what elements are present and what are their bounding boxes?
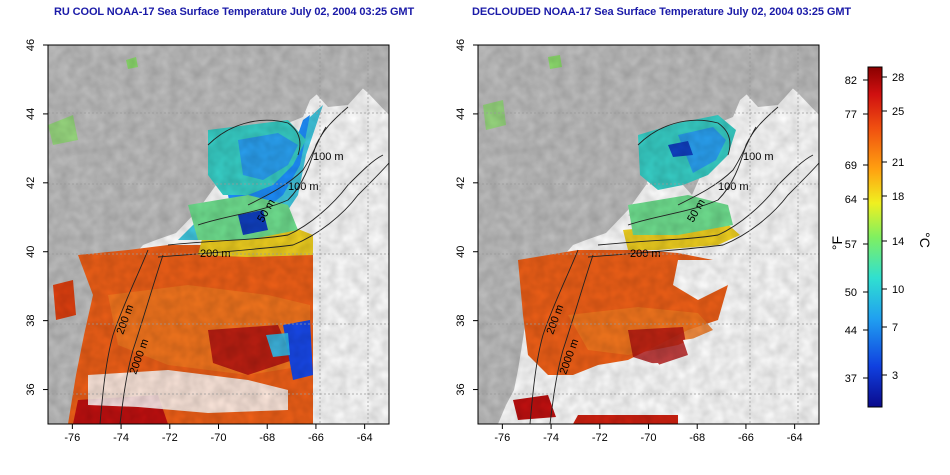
- right-lon-tick-label: -66: [738, 432, 754, 444]
- left-lat-tick-label: 38: [25, 315, 37, 327]
- right-lon-tick-label: -70: [641, 432, 657, 444]
- colorbar-f-tick-label: 50: [845, 287, 857, 299]
- right-lon-tick-label: -64: [787, 432, 803, 444]
- right-map-title: DECLOUDED NOAA-17 Sea Surface Temperatur…: [472, 6, 852, 18]
- right-lat-tick-label: 42: [455, 177, 467, 189]
- colorbar-f-tick-label: 37: [845, 373, 857, 385]
- right-lon-tick-label: -72: [592, 432, 608, 444]
- left-lat-tick-label: 42: [25, 177, 37, 189]
- right-lon-tick-label: -68: [689, 432, 705, 444]
- celsius-label: °C: [917, 232, 933, 248]
- left-axis-ticks: [43, 44, 366, 429]
- right-bathymetry-contours: [529, 106, 820, 425]
- colorbar-f-tick-label: 44: [845, 325, 857, 337]
- colorbar-f-tick-label: 77: [845, 109, 857, 121]
- left-lat-tick-label: 40: [25, 246, 37, 258]
- left-lon-tick-label: -72: [162, 432, 178, 444]
- colorbar-c-tick-label: 14: [892, 236, 904, 248]
- right-axis-ticks: [473, 44, 796, 429]
- colorbar-c-tick-label: 10: [892, 284, 904, 296]
- left-map-panel: 100 m 100 m 50 m 200 m 200 m 2000 m: [43, 44, 390, 429]
- left-lat-tick-label: 46: [25, 39, 37, 51]
- left-lon-tick-label: -66: [308, 432, 324, 444]
- right-lon-tick-label: -74: [543, 432, 559, 444]
- left-lon-tick-label: -74: [113, 432, 129, 444]
- colorbar-c-tick-label: 21: [892, 157, 904, 169]
- left-lon-tick-label: -64: [357, 432, 373, 444]
- colorbar-f-tick-label: 69: [845, 160, 857, 172]
- right-contour-label-100m-a: 100 m: [743, 151, 774, 163]
- left-contour-label-100m-b: 100 m: [288, 181, 319, 193]
- temperature-colorbar: 82 28 77 25 69 21 64 18 57 14 50 10 44 7 37 3 °F °C: [829, 66, 933, 408]
- left-bathymetry-contours: [99, 106, 390, 425]
- right-lat-tick-label: 38: [455, 315, 467, 327]
- left-grid: [48, 45, 389, 424]
- right-lat-tick-label: 46: [455, 39, 467, 51]
- right-lat-tick-label: 44: [455, 108, 467, 120]
- left-lat-tick-label: 44: [25, 108, 37, 120]
- right-map-panel: 100 m 100 m 50 m 200 m 200 m 2000 m: [473, 44, 820, 429]
- colorbar-gradient: [867, 66, 883, 408]
- right-contour-label-200m-a: 200 m: [630, 248, 661, 260]
- colorbar-c-tick-label: 18: [892, 191, 904, 203]
- fahrenheit-label: °F: [829, 236, 845, 250]
- colorbar-c-tick-label: 28: [892, 72, 904, 84]
- colorbar-f-tick-label: 82: [845, 75, 857, 87]
- left-lon-tick-label: -68: [259, 432, 275, 444]
- colorbar-c-tick-label: 3: [892, 370, 898, 382]
- colorbar-c-tick-label: 25: [892, 106, 904, 118]
- colorbar-c-tick-label: 7: [892, 322, 898, 334]
- left-contour-label-100m-a: 100 m: [313, 151, 344, 163]
- left-map-title: RU COOL NOAA-17 Sea Surface Temperature …: [54, 6, 415, 18]
- right-contour-label-100m-b: 100 m: [718, 181, 749, 193]
- left-contour-label-200m-a: 200 m: [200, 248, 231, 260]
- left-lat-tick-label: 36: [25, 383, 37, 395]
- colorbar-f-tick-label: 57: [845, 239, 857, 251]
- colorbar-f-tick-label: 64: [845, 194, 857, 206]
- right-lat-tick-label: 40: [455, 246, 467, 258]
- right-lat-tick-label: 36: [455, 383, 467, 395]
- right-lon-tick-label: -76: [494, 432, 510, 444]
- left-lon-tick-label: -76: [64, 432, 80, 444]
- right-grid: [478, 45, 819, 424]
- left-lon-tick-label: -70: [211, 432, 227, 444]
